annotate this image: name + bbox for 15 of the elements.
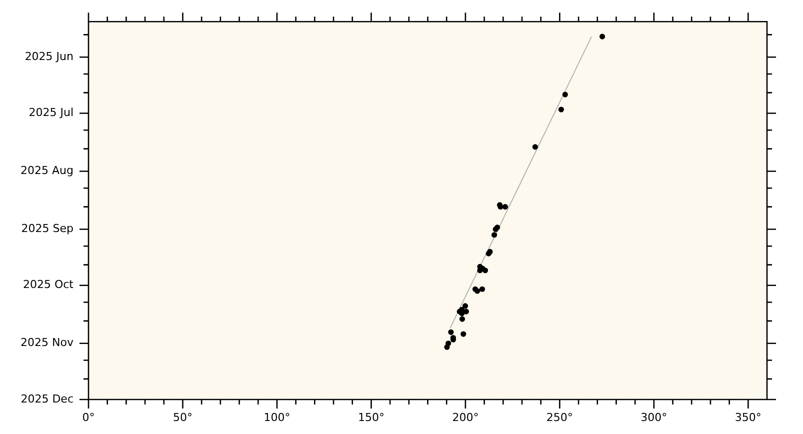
x-tick-label: 200° bbox=[452, 410, 479, 424]
y-tick-label: 2025 Dec bbox=[20, 392, 74, 406]
y-tick-label: 2025 Jul bbox=[28, 106, 74, 120]
y-tick-label: 2025 Oct bbox=[22, 278, 74, 292]
y-tick-label: 2025 Sep bbox=[21, 222, 74, 236]
x-tick-label: 350° bbox=[734, 410, 762, 424]
x-tick-label: 0° bbox=[82, 410, 95, 424]
x-tick-label: 300° bbox=[640, 410, 668, 424]
y-tick-label: 2025 Nov bbox=[20, 336, 74, 350]
y-tick-label: 2025 Jun bbox=[24, 50, 74, 64]
x-tick-label: 250° bbox=[546, 410, 573, 424]
y-tick-label: 2025 Aug bbox=[20, 164, 74, 178]
x-tick-label: 100° bbox=[264, 410, 290, 424]
x-tick-label: 150° bbox=[358, 410, 384, 424]
x-tick-label: 50° bbox=[172, 410, 192, 424]
